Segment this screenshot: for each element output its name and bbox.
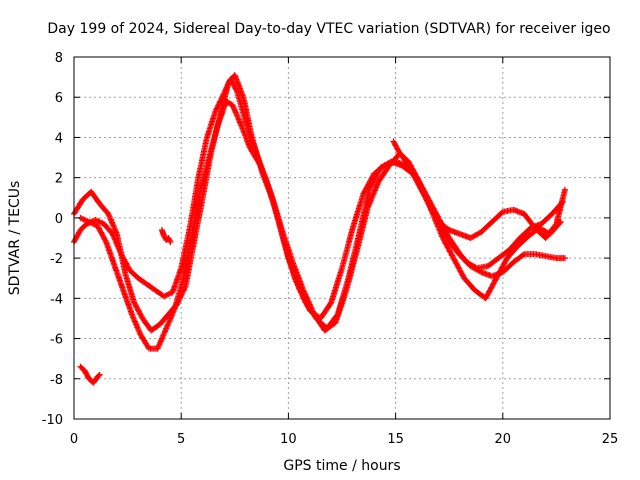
x-tick-label: 5 <box>177 432 185 447</box>
data-point <box>167 239 174 246</box>
series-5-markers <box>78 364 102 385</box>
y-tick-label: 6 <box>55 91 63 106</box>
x-tick-label: 25 <box>602 432 619 447</box>
y-tick-label: -8 <box>50 373 63 388</box>
y-tick-label: 0 <box>55 212 63 227</box>
y-axis-label: SDTVAR / TECUs <box>7 181 23 296</box>
series-2 <box>71 72 566 334</box>
x-axis-label: GPS time / hours <box>283 458 400 474</box>
series-4-markers <box>391 139 567 279</box>
y-tick-label: -4 <box>50 292 63 307</box>
y-tick-label: 4 <box>55 131 63 146</box>
y-tick-label: -2 <box>50 252 63 267</box>
x-tick-label: 0 <box>70 432 78 447</box>
series-2-markers <box>71 73 565 333</box>
series-4 <box>390 138 568 280</box>
x-tick-label: 20 <box>495 432 512 447</box>
series-6 <box>158 226 174 246</box>
y-tick-label: 2 <box>55 172 63 187</box>
series-5 <box>77 363 103 386</box>
y-tick-label: -6 <box>50 333 63 348</box>
plot-frame <box>73 56 611 420</box>
x-tick-label: 15 <box>387 432 404 447</box>
series-6-markers <box>159 228 173 244</box>
data-points <box>71 72 568 386</box>
y-tick-label: -10 <box>42 413 63 428</box>
y-tick-label: 8 <box>55 51 63 66</box>
axis-ticks: 0 5 10 15 20 25 -10 -8 -6 -4 -2 0 2 4 6 8 <box>42 51 619 447</box>
data-point <box>96 371 103 378</box>
series-3 <box>77 98 564 352</box>
x-tick-label: 10 <box>280 432 297 447</box>
chart-title: Day 199 of 2024, Sidereal Day-to-day VTE… <box>47 21 610 37</box>
